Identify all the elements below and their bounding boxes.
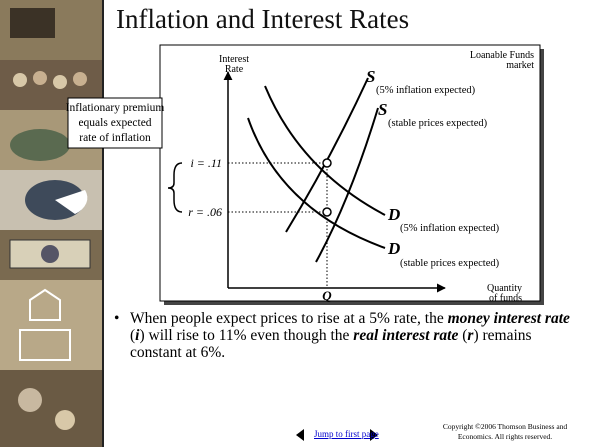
- curve-note: (5% inflation expected): [376, 85, 476, 96]
- jump-link[interactable]: Jump to first page: [314, 429, 379, 439]
- equilibrium-point: [323, 159, 331, 167]
- copyright-line: Copyright ©2006 Thomson Business and: [425, 422, 585, 432]
- curve-note: (stable prices expected): [388, 118, 488, 129]
- text: ) will rise to 11% even though the: [139, 327, 353, 344]
- real-rate-label: r = .06: [188, 205, 222, 219]
- copyright-line: Economics. All rights reserved.: [425, 432, 585, 442]
- curve-symbol: D: [387, 239, 400, 258]
- prev-arrow[interactable]: [296, 429, 304, 441]
- bullet-dot: •: [114, 310, 119, 327]
- market-label: market: [506, 60, 534, 71]
- emphasis: money interest rate: [448, 310, 570, 327]
- emphasis: real interest rate: [353, 327, 458, 344]
- copyright: Copyright ©2006 Thomson Business and Eco…: [425, 422, 585, 442]
- money-rate-label: i = .11: [190, 156, 222, 170]
- text: When people expect prices to rise at a 5…: [130, 310, 448, 327]
- x-axis-label: of funds: [489, 293, 522, 304]
- callout-text: Inflationary premium: [66, 102, 165, 114]
- callout-text: equals expected: [78, 117, 151, 129]
- curve-note: (5% inflation expected): [400, 223, 500, 234]
- equilibrium-point: [323, 208, 331, 216]
- diagram: Interest Rate Loanable Funds market Quan…: [0, 0, 591, 447]
- curve-symbol: D: [387, 205, 400, 224]
- y-axis-label: Rate: [225, 64, 244, 75]
- callout-text: rate of inflation: [79, 132, 151, 144]
- slide: Inflation and Interest Rates Interest Ra…: [0, 0, 591, 447]
- curve-symbol: S: [378, 100, 387, 119]
- quantity-label: Q: [322, 288, 332, 303]
- curve-symbol: S: [366, 67, 375, 86]
- curve-note: (stable prices expected): [400, 258, 500, 269]
- bullet-text: • When people expect prices to rise at a …: [112, 310, 570, 361]
